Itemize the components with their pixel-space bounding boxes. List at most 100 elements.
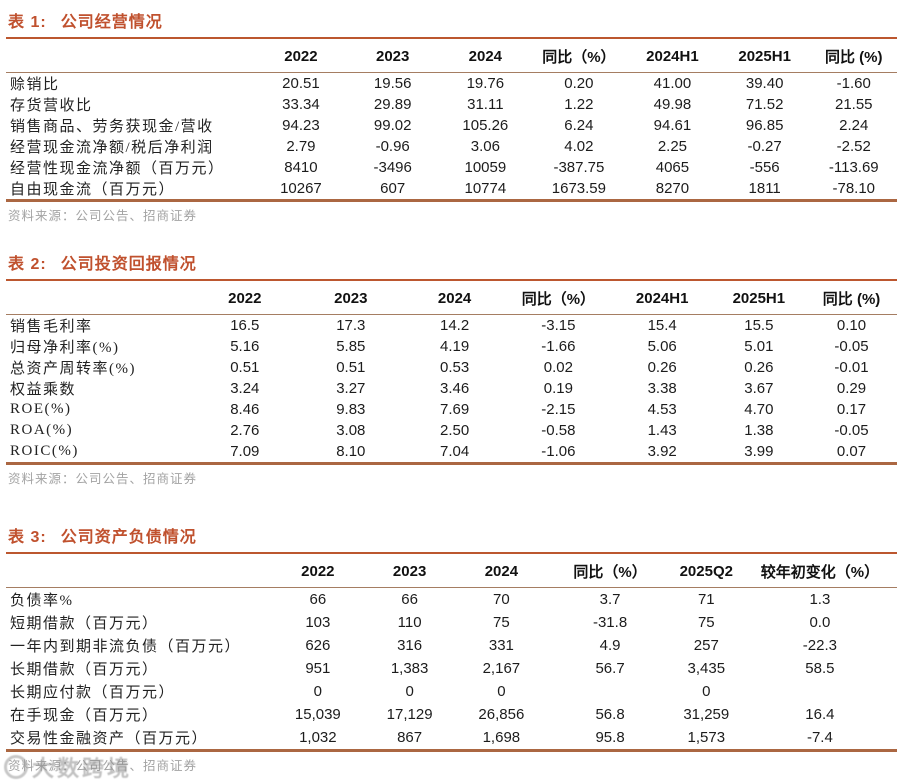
cell-value: 26,856 bbox=[478, 706, 525, 723]
cell-value: 0.02 bbox=[543, 359, 573, 376]
table-row: ROIC(%) 7.09 8.10 7.04 -1.06 3.92 3.99 0.07 bbox=[6, 441, 897, 464]
cell-value: 1.3 bbox=[809, 591, 831, 608]
column-header: 同比 (%) bbox=[822, 291, 881, 308]
cell-value: 31,259 bbox=[683, 706, 730, 723]
cell-value: 7.69 bbox=[440, 401, 470, 418]
row-label: ROE(%) bbox=[10, 401, 72, 417]
cell-value: 17,129 bbox=[386, 706, 433, 723]
cell-value: 15.5 bbox=[744, 317, 774, 334]
cell-value: 15.4 bbox=[647, 317, 677, 334]
column-header: 2022 bbox=[301, 563, 335, 580]
cell-value: -31.8 bbox=[592, 614, 628, 631]
cell-value: 8410 bbox=[284, 159, 318, 176]
cell-value: 6.24 bbox=[564, 117, 594, 134]
cell-value: 0 bbox=[497, 683, 506, 700]
column-header: 较年初变化（%） bbox=[760, 564, 880, 581]
cell-value: 56.7 bbox=[595, 660, 625, 677]
cell-value: 0.10 bbox=[836, 317, 867, 334]
cell-value: 867 bbox=[397, 729, 423, 746]
cell-value: 0.20 bbox=[564, 75, 594, 92]
cell-value: 4.02 bbox=[564, 138, 594, 155]
cell-value: 3.24 bbox=[230, 380, 260, 397]
cell-value: 17.3 bbox=[336, 317, 366, 334]
cell-value: 4.70 bbox=[744, 401, 774, 418]
cell-value: 56.8 bbox=[595, 706, 625, 723]
cell-value: -2.52 bbox=[836, 138, 871, 155]
column-header: 同比（%） bbox=[521, 291, 596, 308]
column-header: 2023 bbox=[392, 563, 427, 580]
cell-value: -1.66 bbox=[541, 338, 576, 355]
cell-value: 1,383 bbox=[390, 660, 429, 677]
table3-title-text: 公司资产负债情况 bbox=[60, 529, 197, 546]
column-header: 2024H1 bbox=[635, 290, 689, 307]
cell-value: 20.51 bbox=[282, 75, 320, 92]
balance-sheet-table: 2022 2023 2024 同比（%） 2025Q2 较年初变化（%） 负债率% 66 66 7… bbox=[6, 554, 897, 752]
cell-value: 0 bbox=[405, 683, 414, 700]
cell-value: 257 bbox=[693, 637, 719, 654]
table3-source: 资料来源：公司公告、招商证券 bbox=[8, 759, 198, 773]
cell-value: 2.79 bbox=[286, 138, 316, 155]
cell-value: 3.92 bbox=[647, 443, 677, 460]
column-header: 2024 bbox=[468, 48, 503, 65]
cell-value: -22.3 bbox=[802, 637, 837, 654]
table3-title-label: 表 3: bbox=[8, 529, 47, 546]
cell-value: 39.40 bbox=[745, 75, 784, 92]
cell-value: 3.38 bbox=[647, 380, 677, 397]
row-label: 总资产周转率(%) bbox=[10, 361, 136, 377]
table-row: 交易性金融资产（百万元） 1,032 867 1,698 95.8 1,573 -7.4 bbox=[6, 726, 897, 751]
cell-value: 607 bbox=[380, 180, 406, 197]
column-header: 2023 bbox=[334, 290, 368, 307]
column-header: 2024 bbox=[437, 290, 472, 307]
cell-value: 0.19 bbox=[543, 380, 573, 397]
cell-value: 1,573 bbox=[687, 729, 726, 746]
cell-value: 0 bbox=[313, 683, 323, 700]
row-label-header bbox=[6, 281, 193, 315]
cell-value: 70 bbox=[493, 591, 510, 608]
cell-value: 2.50 bbox=[440, 422, 470, 439]
cell-value: 1,698 bbox=[482, 729, 521, 746]
cell-value: 4065 bbox=[655, 159, 690, 176]
cell-value: -1.60 bbox=[836, 75, 871, 92]
operating-table: 2022 2023 2024 同比（%） 2024H1 2025H1 同比 (%) 赊销比 20… bbox=[6, 39, 897, 202]
column-header: 同比（%） bbox=[573, 564, 647, 581]
cell-value: 0.17 bbox=[836, 401, 867, 418]
header-row: 2022 2023 2024 同比（%） 2024H1 2025H1 同比 (%) bbox=[6, 39, 897, 73]
cell-value: 19.76 bbox=[466, 75, 505, 92]
cell-value: 1.43 bbox=[647, 422, 677, 439]
cell-value: 75 bbox=[697, 614, 715, 631]
cell-value: 33.34 bbox=[282, 96, 320, 113]
table-row: 销售毛利率 16.5 17.3 14.2 -3.15 15.4 15.5 0.10 bbox=[6, 315, 897, 337]
table-row: 归母净利率(%) 5.16 5.85 4.19 -1.66 5.06 5.01 -0.05 bbox=[6, 336, 897, 357]
cell-value: 2.25 bbox=[657, 138, 688, 155]
cell-value: 4.9 bbox=[599, 637, 621, 654]
row-label: 长期借款（百万元） bbox=[10, 662, 159, 678]
cell-value: 0.51 bbox=[336, 359, 366, 376]
cell-value: 29.89 bbox=[373, 96, 412, 113]
table-row: 一年内到期非流负债（百万元） 626 316 331 4.9 257 -22.3 bbox=[6, 634, 897, 657]
investment-return-table: 2022 2023 2024 同比（%） 2024H1 2025H1 同比 (%) 销售毛利率… bbox=[6, 281, 897, 465]
table-row: 经营性现金流净额（百万元） 8410 -3496 10059 -387.75 4065 -5… bbox=[6, 157, 897, 178]
column-header: 2024H1 bbox=[646, 48, 699, 65]
cell-value: 1811 bbox=[748, 180, 781, 197]
table2-title-text: 公司投资回报情况 bbox=[60, 256, 197, 273]
table2-title: 表 2: 公司投资回报情况 bbox=[6, 254, 897, 281]
cell-value: -78.10 bbox=[832, 180, 876, 197]
cell-value: 3.99 bbox=[744, 443, 774, 460]
cell-value: 2,167 bbox=[482, 660, 521, 677]
row-label: 销售毛利率 bbox=[10, 319, 93, 335]
table3-title: 表 3: 公司资产负债情况 bbox=[6, 527, 897, 554]
cell-value: -556 bbox=[749, 159, 780, 176]
table-row: 经营现金流净额/税后净利润 2.79 -0.96 3.06 4.02 2.25 -0.27 -… bbox=[6, 136, 897, 157]
cell-value bbox=[743, 680, 897, 703]
table2-section: 表 2: 公司投资回报情况 2022 2023 2024 同比（%） 2024H1 2025… bbox=[6, 254, 897, 487]
cell-value: 3.67 bbox=[744, 380, 774, 397]
cell-value: 8270 bbox=[655, 180, 690, 197]
row-label-header bbox=[6, 39, 255, 73]
column-header: 同比（%） bbox=[542, 49, 616, 66]
cell-value: 1673.59 bbox=[551, 180, 606, 197]
cell-value: 4.19 bbox=[440, 338, 470, 355]
cell-value: 94.23 bbox=[282, 117, 320, 134]
cell-value: 5.85 bbox=[336, 338, 366, 355]
table1-source: 资料来源：公司公告、招商证券 bbox=[8, 209, 198, 223]
table1-title-label: 表 1: bbox=[8, 14, 47, 31]
